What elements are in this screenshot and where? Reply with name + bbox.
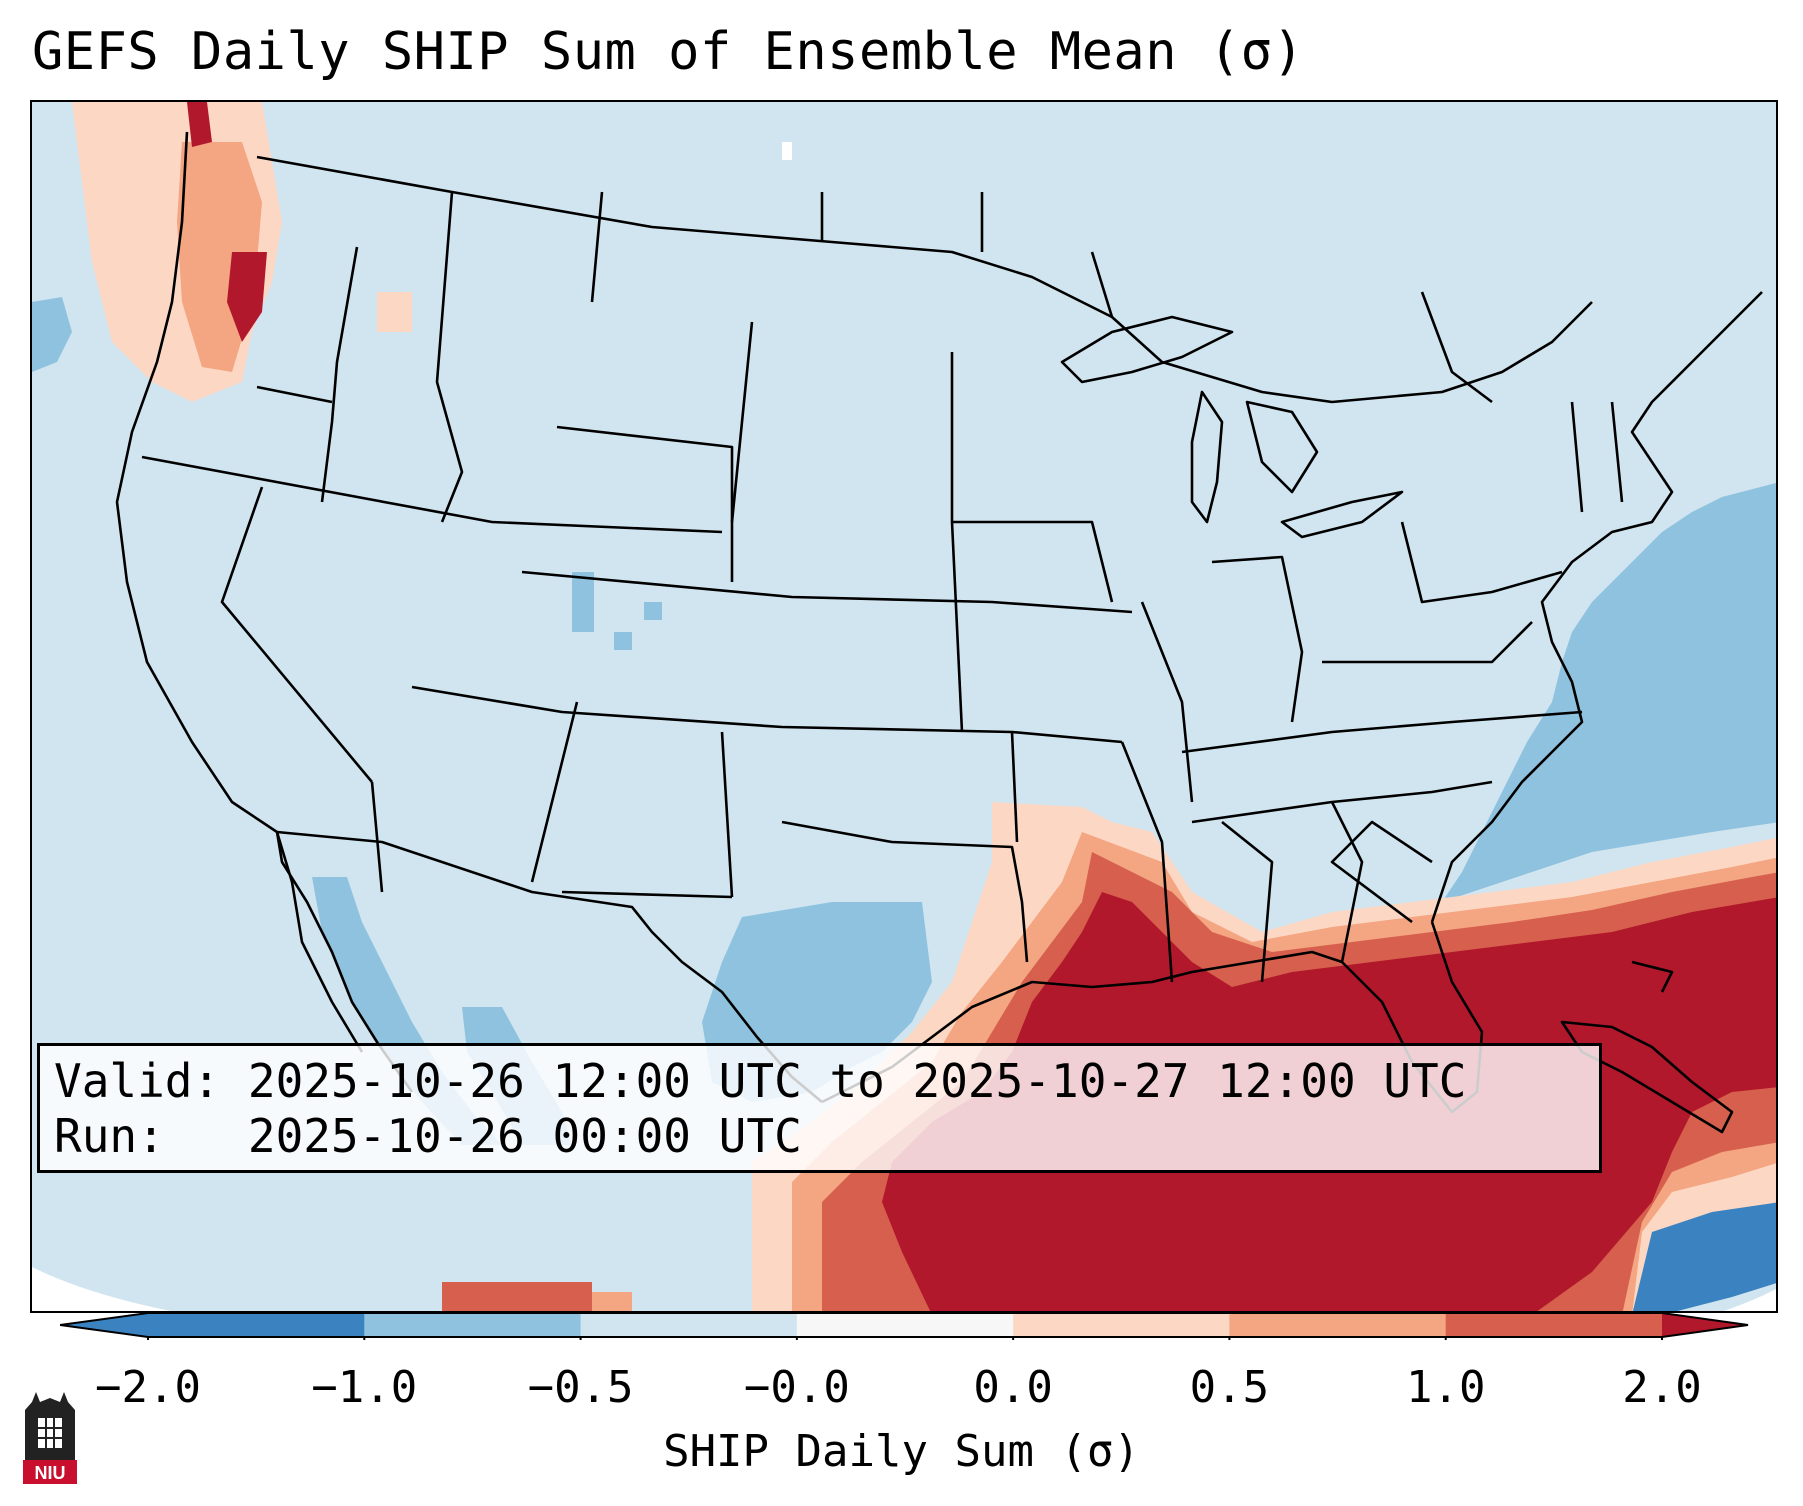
run-time: 2025-10-26 00:00 UTC: [247, 1109, 802, 1163]
cuba-outline: [1560, 1020, 1734, 1134]
us-canada-border: [256, 155, 1593, 404]
run-label: Run:: [54, 1109, 165, 1163]
colorbar: [60, 1312, 1749, 1340]
logo-window-grid: [38, 1418, 62, 1448]
state-line: [781, 820, 1029, 963]
colorbar-extend-max: [1662, 1313, 1748, 1337]
mexico-negative-region: [312, 877, 502, 1145]
missing-data-pixel: [782, 142, 792, 160]
state-line: [521, 570, 1133, 614]
state-line: [1400, 521, 1563, 604]
state-line: [1191, 780, 1493, 824]
colorado-negative-patch: [644, 602, 662, 620]
state-line: [1211, 555, 1304, 723]
state-line: [1420, 291, 1493, 404]
colorbar-segment: [1445, 1313, 1663, 1337]
colorado-negative-patch: [572, 572, 594, 632]
island-outline: [1631, 960, 1674, 993]
bottom-warm-strip: [442, 1282, 592, 1311]
state-line: [1090, 251, 1114, 318]
state-line: [320, 246, 359, 503]
colorbar-segment: [1229, 1313, 1447, 1337]
colorbar-tick-label: −0.5: [527, 1362, 634, 1413]
state-line: [141, 455, 723, 534]
off-projection-corner: [32, 1267, 172, 1311]
colorbar-segment: [796, 1313, 1014, 1337]
page-title: GEFS Daily SHIP Sum of Ensemble Mean (σ): [32, 22, 1305, 82]
pacific-negative-patch: [32, 297, 72, 372]
colorbar-tick-label: 0.0: [973, 1362, 1053, 1413]
atlantic-coastline: [1430, 291, 1763, 923]
colorbar-tick-label: −1.0: [311, 1362, 418, 1413]
logo-text: NIU: [35, 1463, 66, 1483]
niu-logo: NIU: [23, 1392, 77, 1484]
colorbar-tick-label: 1.0: [1405, 1362, 1486, 1413]
logo-badge: [23, 1460, 77, 1484]
colorbar-extend-min: [60, 1313, 148, 1337]
colorbar-tick-label: −0.0: [743, 1362, 850, 1413]
state-line: [220, 486, 373, 783]
boundary-lines: [115, 131, 1763, 1134]
idaho-positive-patch: [377, 292, 412, 332]
colorbar-tick-label: 0.5: [1189, 1362, 1270, 1413]
state-line: [1330, 820, 1433, 924]
colorbar-segment: [148, 1313, 365, 1337]
state-line: [1322, 621, 1533, 664]
state-line: [730, 321, 754, 523]
off-projection-corner: [1723, 1289, 1776, 1311]
state-line: [556, 425, 734, 582]
colorbar-tick-label: 2.0: [1622, 1362, 1702, 1413]
colorbar-outline: [60, 1312, 1749, 1338]
state-line: [1140, 601, 1194, 803]
colorbar-segment: [1013, 1313, 1230, 1337]
pnw-strong-positive: [187, 102, 212, 147]
state-line: [256, 385, 333, 404]
state-line: [1221, 820, 1274, 983]
state-line: [952, 520, 1114, 603]
colorado-negative-patch: [614, 632, 632, 650]
validity-info-box: Valid: 2025-10-26 12:00 UTC to 2025-10-2…: [37, 1043, 1602, 1173]
state-line: [720, 731, 734, 898]
state-line: [1330, 801, 1364, 963]
state-line: [561, 890, 733, 899]
state-line: [590, 191, 604, 303]
logo-window: [38, 1418, 62, 1448]
bottom-warm-strip: [592, 1292, 632, 1311]
pnw-strong-positive: [227, 252, 267, 342]
state-line: [411, 685, 1123, 744]
state-line: [1610, 401, 1624, 503]
lake-superior: [1060, 315, 1234, 384]
state-line: [370, 781, 384, 893]
colorbar-segment: [580, 1313, 798, 1337]
state-line: [1181, 710, 1583, 754]
state-line: [1120, 741, 1174, 983]
colorbar-segment: [364, 1313, 582, 1337]
atlantic-negative-region: [1442, 483, 1776, 902]
state-line: [1570, 401, 1584, 513]
lake-huron: [1245, 400, 1319, 494]
state-line: [435, 191, 464, 523]
state-line: [1010, 731, 1019, 843]
baja-coastline: [275, 831, 364, 1053]
colorbar-label: SHIP Daily Sum (σ): [663, 1426, 1140, 1477]
state-line: [530, 701, 579, 883]
colorbar-tick-label: −2.0: [95, 1362, 201, 1413]
lake-michigan: [1190, 390, 1224, 524]
lake-erie: [1280, 490, 1404, 539]
pacific-coastline: [115, 131, 414, 1093]
valid-label: Valid:: [54, 1054, 221, 1108]
valid-time-range: 2025-10-26 12:00 UTC to 2025-10-27 12:00…: [247, 1054, 1467, 1108]
